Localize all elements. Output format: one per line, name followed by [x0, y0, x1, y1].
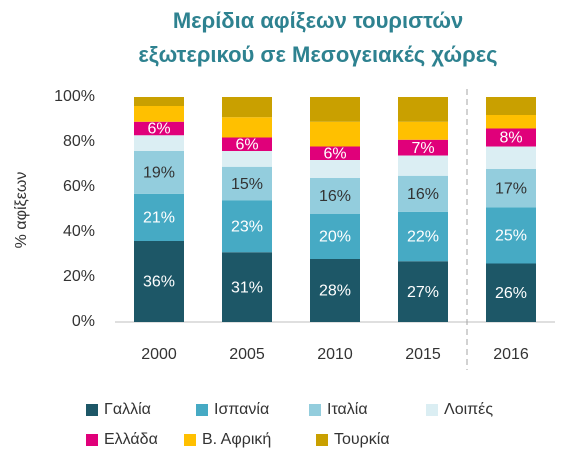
bar-segment [134, 151, 184, 194]
bar-segment [310, 97, 360, 122]
data-label: 19% [143, 165, 175, 182]
x-tick-label: 2016 [493, 346, 529, 363]
x-tick-label: 2015 [405, 346, 441, 363]
data-label: 15% [231, 176, 263, 193]
bar-segment [134, 106, 184, 122]
y-tick-label: 60% [63, 178, 95, 195]
data-label: 6% [147, 121, 170, 138]
legend-swatch [86, 404, 98, 416]
bar-segment [486, 115, 536, 129]
bar-segment [222, 117, 272, 138]
bar-segment [134, 241, 184, 322]
bar-segment [486, 128, 536, 147]
x-tick-label: 2010 [317, 346, 353, 363]
bar-segment [310, 259, 360, 322]
bar-segment [222, 166, 272, 201]
data-label: 23% [231, 219, 263, 236]
legend-label: Γαλλία [104, 401, 151, 418]
data-label: 21% [143, 210, 175, 227]
y-tick-label: 0% [72, 313, 95, 330]
bar-segment [398, 261, 448, 322]
legend-label: Τουρκία [334, 431, 390, 448]
bar-segment [222, 137, 272, 151]
legend-label: Ιταλία [327, 401, 368, 418]
data-label: 16% [407, 186, 439, 203]
bar-segment [486, 146, 536, 169]
bar-segment [222, 200, 272, 253]
bar-segment [222, 97, 272, 118]
bar-segment [134, 193, 184, 241]
legend-swatch [184, 434, 196, 446]
data-label: 20% [319, 229, 351, 246]
data-label: 27% [407, 284, 439, 301]
bar-segment [486, 97, 536, 115]
legend-label: Β. Αφρική [202, 431, 271, 448]
data-label: 25% [495, 228, 527, 245]
bar-segment [398, 121, 448, 140]
legend-swatch [426, 404, 438, 416]
legend-label: Λοιπές [444, 401, 493, 418]
legend-label: Ελλάδα [104, 431, 158, 448]
bar-segment [134, 121, 184, 136]
data-label: 36% [143, 274, 175, 291]
bar-segment [134, 135, 184, 151]
data-label: 7% [411, 140, 434, 157]
bar-segment [486, 207, 536, 264]
legend-swatch [196, 404, 208, 416]
y-tick-label: 100% [54, 88, 95, 105]
bar-segment [310, 214, 360, 259]
y-tick-label: 20% [63, 268, 95, 285]
y-axis-label: % αφίξεων [13, 172, 30, 249]
bar-segment [486, 263, 536, 322]
bar-segment [222, 151, 272, 167]
bar-segment [310, 160, 360, 178]
data-label: 16% [319, 188, 351, 205]
data-label: 8% [499, 130, 522, 147]
bar-segment [310, 121, 360, 147]
legend-swatch [309, 404, 321, 416]
chart-title: Μερίδια αφίξεων τουριστών [173, 8, 463, 33]
bar-segment [310, 178, 360, 214]
bar-segment [398, 97, 448, 122]
bar-segment [398, 175, 448, 212]
data-label: 26% [495, 285, 527, 302]
data-label: 22% [407, 229, 439, 246]
data-label: 6% [235, 136, 258, 153]
x-tick-label: 2005 [229, 346, 265, 363]
bar-segment [398, 211, 448, 262]
bar-segment [222, 252, 272, 322]
bar-segment [486, 169, 536, 208]
data-label: 31% [231, 279, 263, 296]
data-label: 28% [319, 283, 351, 300]
bar-segment [310, 146, 360, 160]
bar-segment [134, 97, 184, 106]
y-tick-label: 80% [63, 133, 95, 150]
y-tick-label: 40% [63, 223, 95, 240]
chart-title: εξωτερικού σε Μεσογειακές χώρες [138, 42, 497, 67]
data-label: 6% [323, 145, 346, 162]
data-label: 17% [495, 180, 527, 197]
bar-segment [398, 139, 448, 156]
x-tick-label: 2000 [141, 346, 177, 363]
bar-segment [398, 155, 448, 176]
legend-label: Ισπανία [214, 401, 269, 418]
legend-swatch [316, 434, 328, 446]
legend-swatch [86, 434, 98, 446]
